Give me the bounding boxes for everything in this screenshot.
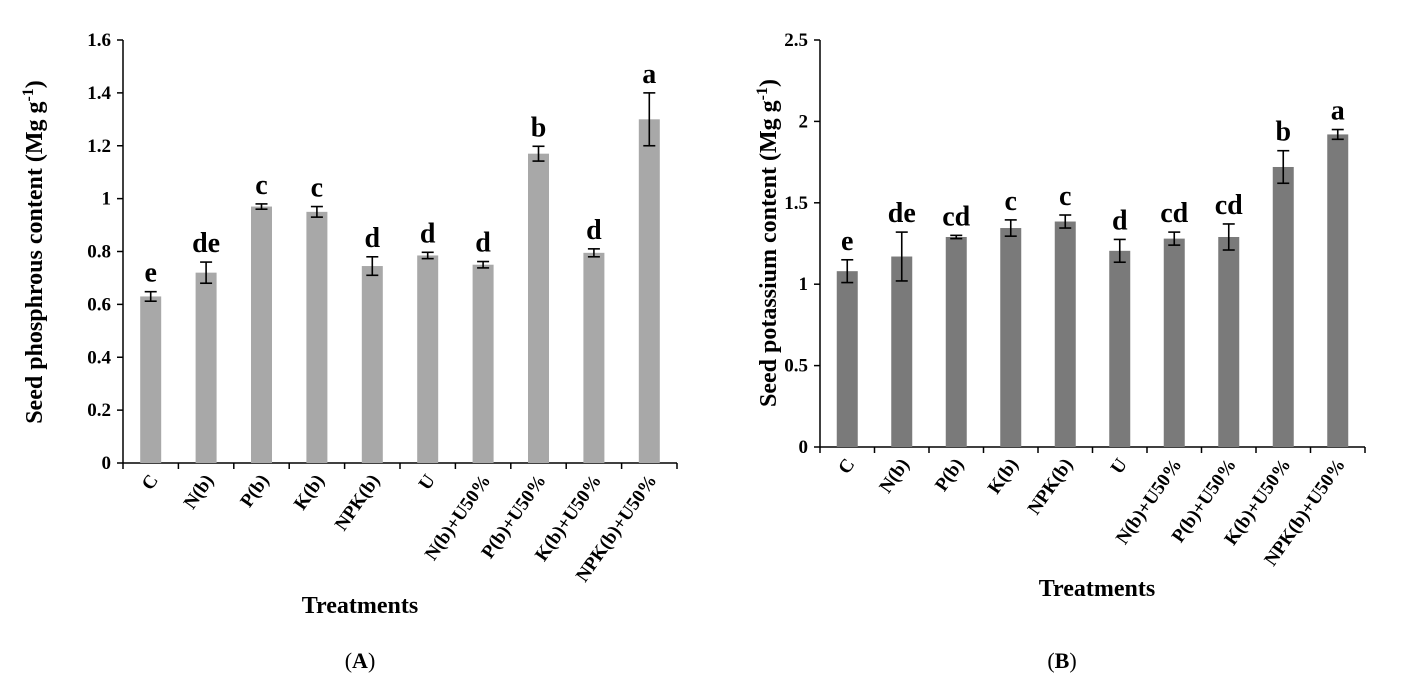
- y-tick-label: 0.4: [87, 347, 111, 368]
- bar: [1109, 250, 1131, 447]
- significance-letter: e: [841, 226, 853, 257]
- bar: [1163, 238, 1185, 447]
- x-category-label: K(b): [290, 471, 329, 514]
- panel-label-b: (B): [1047, 648, 1076, 673]
- x-category-label: K(b): [984, 455, 1023, 498]
- y-tick-label: 0.5: [784, 356, 808, 377]
- significance-letter: d: [1112, 205, 1128, 236]
- significance-letter: c: [311, 173, 323, 204]
- y-tick-label: 0.2: [87, 400, 111, 421]
- y-tick-label: 0: [102, 453, 112, 474]
- x-category-label: P(b): [236, 471, 273, 512]
- y-axis-title: Seed phosphrous content (Mg g-1): [20, 80, 48, 424]
- chart-a: 0 0.2 0.4 0.6 0.8 1 1.2 1.4 1.6 e Cde N(b) c P(b) c K(b…: [20, 30, 678, 619]
- significance-letter: de: [888, 198, 916, 229]
- bar: [1327, 134, 1349, 447]
- bar: [891, 256, 913, 447]
- x-category-label: C: [138, 471, 163, 494]
- y-tick-label: 1.4: [87, 83, 111, 104]
- significance-letter: cd: [1160, 198, 1188, 229]
- bar: [1054, 221, 1076, 447]
- bar: [417, 255, 439, 463]
- bar: [361, 266, 383, 463]
- y-tick-label: 0.8: [87, 242, 111, 263]
- bar: [140, 296, 162, 463]
- chart-b: 0 0.5 1 1.5 2 2.5 e Cde N(b) cd P(b) c K(b) c NPK(b) d U…: [754, 30, 1366, 602]
- bar: [195, 272, 217, 463]
- y-tick-label: 1.6: [87, 30, 111, 51]
- bar: [1218, 236, 1240, 447]
- bar: [836, 271, 858, 447]
- y-tick-label: 0: [799, 437, 809, 458]
- x-category-label: U: [415, 471, 440, 495]
- significance-letter: b: [1275, 117, 1291, 148]
- bar: [1000, 228, 1022, 447]
- bar: [1272, 166, 1294, 447]
- x-category-label: U: [1107, 455, 1132, 479]
- bar: [638, 119, 660, 463]
- x-category-label: C: [834, 455, 859, 478]
- x-category-label: N(b): [875, 455, 913, 497]
- significance-letter: cd: [1215, 190, 1243, 221]
- y-tick-label: 0.6: [87, 294, 111, 315]
- bar: [945, 236, 967, 447]
- x-category-label: NPK(b): [1024, 455, 1078, 519]
- x-category-label: NPK(b): [331, 471, 385, 535]
- y-tick-label: 1.5: [784, 193, 808, 214]
- y-axis-title: Seed potassium content (Mg g-1): [754, 79, 782, 407]
- significance-letter: cd: [942, 201, 970, 232]
- bar: [306, 211, 328, 463]
- significance-letter: d: [365, 223, 381, 254]
- panel-label-a: (A): [345, 648, 376, 673]
- y-tick-label: 2: [799, 111, 809, 132]
- significance-letter: a: [1331, 96, 1345, 127]
- y-tick-label: 2.5: [784, 30, 808, 51]
- significance-letter: c: [1005, 186, 1017, 217]
- significance-letter: d: [586, 215, 602, 246]
- y-tick-label: 1: [102, 189, 112, 210]
- x-category-label: N(b): [180, 471, 218, 513]
- bar: [528, 153, 549, 463]
- x-axis-title: Treatments: [1039, 576, 1155, 602]
- bar: [583, 252, 605, 463]
- significance-letter: d: [420, 218, 436, 249]
- significance-letter: b: [531, 112, 547, 143]
- significance-letter: a: [642, 59, 656, 90]
- bar: [472, 264, 494, 463]
- significance-letter: c: [1059, 181, 1071, 212]
- y-tick-label: 1: [799, 274, 809, 295]
- y-tick-label: 1.2: [87, 136, 111, 157]
- x-axis-title: Treatments: [302, 593, 418, 619]
- x-category-label: P(b): [931, 455, 968, 496]
- significance-letter: e: [144, 258, 156, 289]
- significance-letter: de: [192, 228, 220, 259]
- significance-letter: c: [255, 170, 267, 201]
- bar: [251, 206, 272, 463]
- significance-letter: d: [475, 228, 491, 259]
